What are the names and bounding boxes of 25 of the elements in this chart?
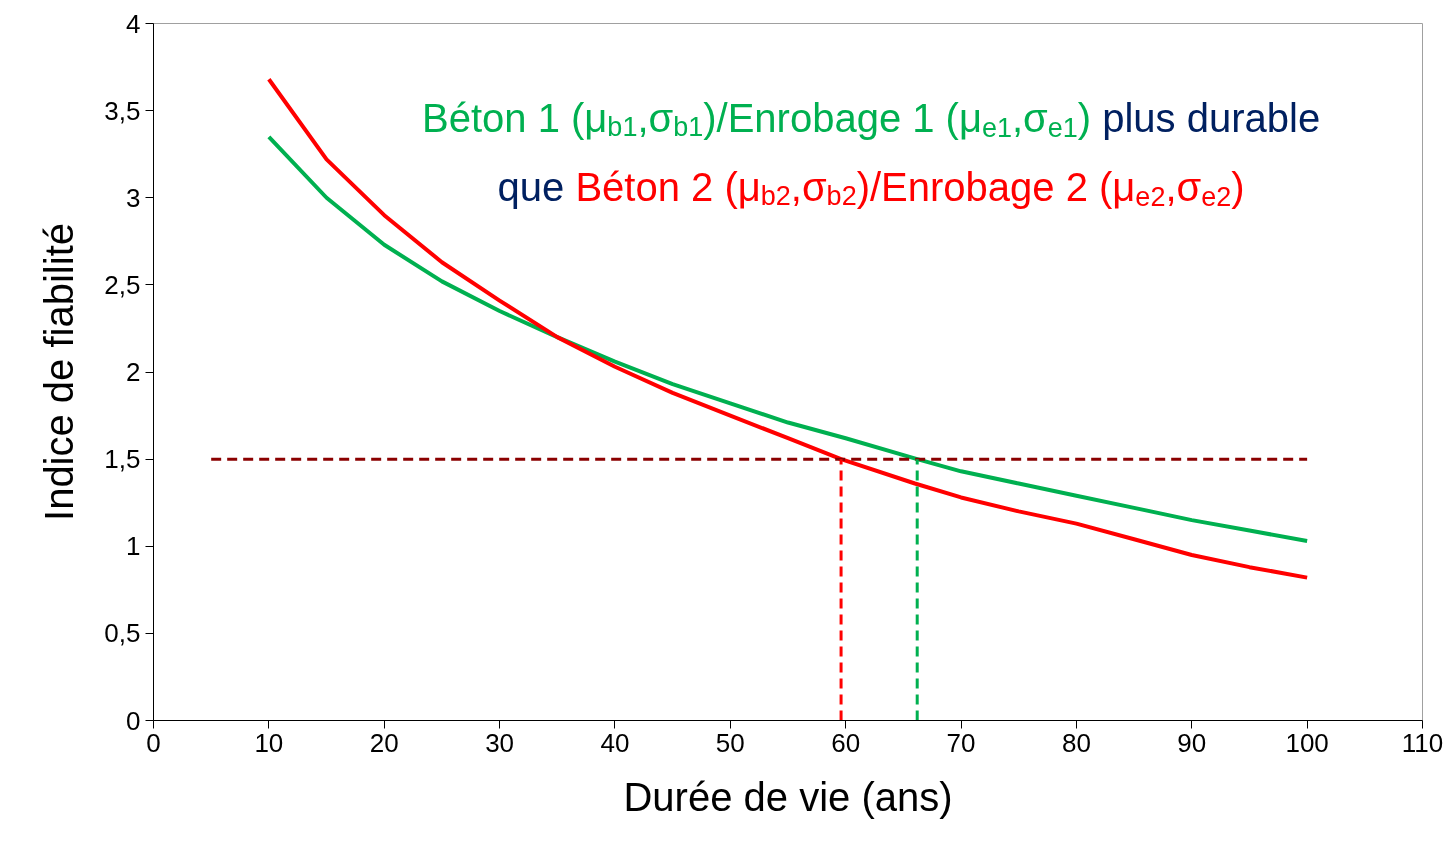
x-tick-label: 50: [715, 727, 745, 758]
y-tick-label: 4: [126, 8, 141, 39]
x-tick-label: 110: [1401, 727, 1444, 758]
x-axis-title: Durée de vie (ans): [623, 774, 953, 819]
y-tick-label: 1,5: [104, 444, 141, 475]
y-tick-label: 1: [126, 531, 141, 562]
annotation: plus durable: [1102, 96, 1321, 141]
y-tick-label: 2,5: [104, 269, 141, 300]
x-tick-label: 30: [485, 727, 515, 758]
x-tick-label: 70: [946, 727, 976, 758]
y-tick-label: 0: [126, 705, 141, 736]
y-axis-title: Indice de fiabilité: [37, 223, 82, 521]
x-tick-label: 100: [1285, 727, 1329, 758]
x-tick-label: 0: [146, 727, 161, 758]
x-tick-label: 10: [254, 727, 284, 758]
x-tick-label: 80: [1061, 727, 1091, 758]
x-tick-label: 40: [600, 727, 630, 758]
x-tick-label: 90: [1177, 727, 1207, 758]
y-tick-label: 3,5: [104, 95, 141, 126]
y-tick-label: 2: [126, 357, 141, 387]
y-tick-label: 0,5: [104, 618, 141, 649]
y-tick-label: 3: [126, 182, 141, 213]
annotation: que: [497, 165, 565, 210]
x-tick-label: 20: [369, 727, 399, 758]
x-tick-label: 60: [831, 727, 861, 758]
